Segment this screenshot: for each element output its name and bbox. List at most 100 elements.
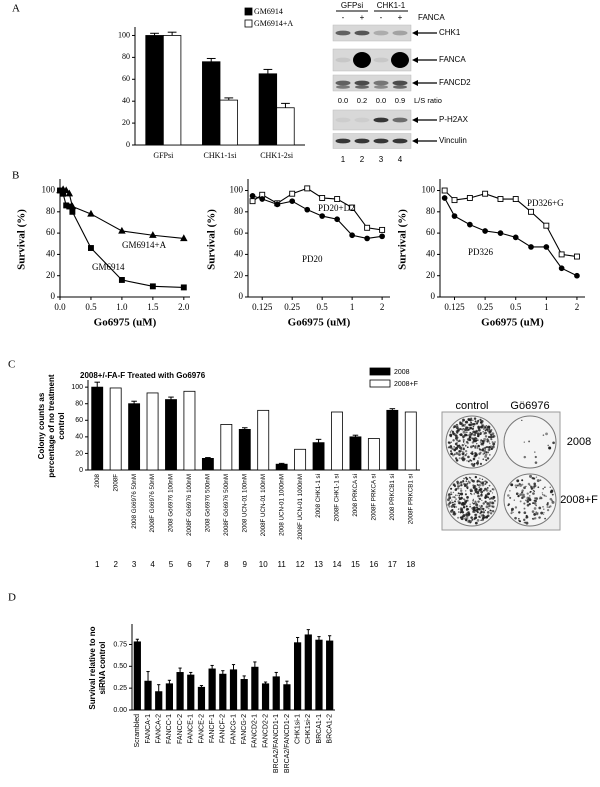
colony-dot: [468, 481, 471, 484]
colony-dot: [466, 453, 468, 455]
lane-label: 5: [169, 560, 174, 569]
colony-dot: [461, 421, 464, 423]
plate-row-label: 2008+F: [560, 494, 598, 506]
colony-dot: [482, 458, 485, 461]
colony-dot: [462, 448, 465, 451]
x-tick-label: 2008F: [112, 474, 119, 492]
lane-label: 7: [206, 560, 211, 569]
colony-dot: [462, 514, 466, 517]
blot-lane: 3: [379, 155, 384, 164]
x-tick-label: 0.125: [252, 302, 273, 312]
x-tick-label: 1: [544, 302, 549, 312]
bar: [251, 666, 259, 711]
colony-dot: [537, 486, 540, 489]
colony-dot: [447, 446, 450, 449]
plate-column-label: control: [455, 400, 488, 412]
marker: [573, 253, 580, 260]
colony-dot: [475, 437, 477, 440]
colony-dot: [543, 486, 546, 489]
colony-dot: [488, 454, 491, 456]
colony-dot: [516, 493, 518, 495]
blot-band: [354, 117, 370, 123]
y-tick-label: 80: [46, 206, 56, 216]
colony-dot: [472, 425, 475, 428]
blot-band-label: Vinculin: [439, 136, 467, 145]
colony-dot: [543, 511, 545, 514]
colony-dot: [462, 504, 465, 507]
colony-dot: [469, 427, 473, 430]
error-bar: [278, 462, 285, 465]
colony-dot: [464, 453, 467, 457]
colony-dot: [484, 480, 486, 482]
error-bar: [146, 671, 150, 682]
colony-dot: [479, 477, 481, 480]
series-line: [444, 190, 578, 258]
lane-label: 3: [132, 560, 137, 569]
colony-dot: [471, 518, 473, 521]
colony-dot: [482, 489, 485, 492]
colony-dot: [529, 491, 532, 494]
colony-dot: [456, 480, 459, 484]
blot-strip: [332, 109, 412, 131]
colony-dot: [534, 517, 537, 520]
y-tick-label: 40: [75, 434, 83, 441]
colony-dot: [453, 453, 456, 456]
x-tick-label: BRCA2/FANCD1-1: [273, 714, 280, 773]
x-tick-label: 1.5: [147, 302, 159, 312]
lane-label: 18: [406, 560, 415, 569]
colony-dot: [488, 497, 491, 501]
colony-dot: [516, 479, 520, 483]
colony-dot: [479, 462, 483, 465]
colony-dot: [477, 460, 479, 462]
error-bar: [231, 664, 236, 670]
y-tick-label: 80: [122, 52, 130, 61]
colony-dot: [547, 444, 550, 447]
y-tick-label: 60: [234, 227, 244, 237]
colony-dot: [473, 511, 476, 513]
y-tick-label: 40: [234, 248, 244, 258]
colony-dot: [462, 502, 465, 505]
colony-dot: [522, 493, 525, 497]
bar: [155, 691, 163, 711]
colony-dot: [455, 487, 458, 491]
colony-dot: [472, 502, 475, 505]
colony-dot: [462, 441, 465, 443]
colony-dot: [465, 502, 467, 505]
legend-label: GM6914: [254, 7, 283, 16]
marker: [379, 226, 386, 233]
colony-dot: [483, 509, 485, 512]
colony-dot: [487, 429, 490, 433]
colony-dot: [523, 486, 526, 490]
colony-dot: [457, 508, 460, 510]
colony-dot: [456, 431, 459, 434]
y-tick-label: 60: [75, 417, 83, 424]
colony-dot: [476, 483, 479, 486]
x-tick-label: 2008 PRKCA si: [352, 474, 359, 517]
colony-dot: [452, 501, 454, 504]
colony-dot: [523, 441, 525, 443]
colony-dot: [459, 492, 462, 495]
colony-dot: [449, 431, 452, 433]
colony-dot: [484, 453, 488, 456]
colony-dot: [482, 513, 484, 516]
marker: [497, 196, 504, 202]
marker: [441, 195, 448, 201]
colony-dot: [483, 450, 486, 453]
colony-dot: [478, 486, 480, 489]
colony-dot: [486, 457, 490, 460]
colony-dot: [473, 439, 477, 442]
colony-dot: [525, 521, 529, 525]
colony-dot: [469, 419, 472, 422]
colony-dot: [483, 428, 485, 430]
colony-dot: [468, 436, 472, 439]
blot-band: [353, 52, 371, 68]
colony-dot: [467, 434, 469, 437]
colony-dot: [534, 461, 538, 464]
blot-arrowhead: [412, 138, 418, 144]
colony-dot: [542, 487, 545, 490]
colony-dot: [447, 441, 451, 444]
colony-dot: [455, 498, 457, 501]
x-tick-label: 0.5: [85, 302, 97, 312]
colony-dot: [489, 445, 493, 449]
y-tick-label: 0: [51, 291, 56, 301]
